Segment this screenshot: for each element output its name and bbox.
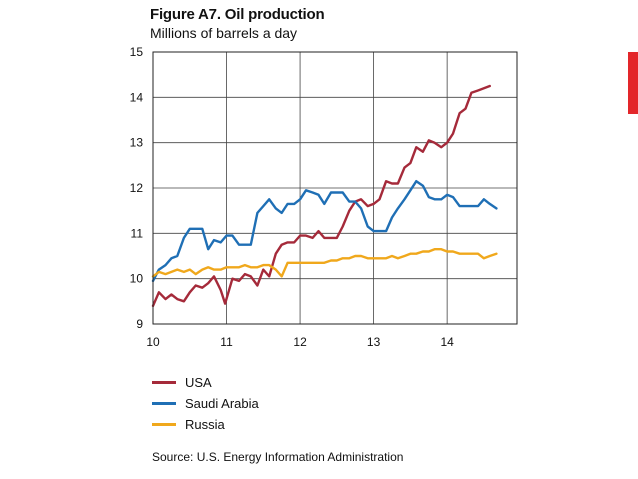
y-tick-label: 13 [130,136,144,150]
legend: USA Saudi Arabia Russia [152,372,259,435]
y-tick-label: 10 [130,272,144,286]
legend-label-usa: USA [185,375,212,390]
legend-item-saudi-arabia: Saudi Arabia [152,393,259,414]
x-tick-label: 14 [440,335,454,349]
legend-item-russia: Russia [152,414,259,435]
x-tick-label: 10 [146,335,160,349]
y-axis: 9 10 11 12 13 14 15 [130,45,144,331]
accent-bar [628,52,638,114]
chart-title: Figure A7. Oil production [150,6,325,23]
plot-frame [152,51,518,325]
legend-swatch-russia [152,423,176,426]
legend-swatch-saudi-arabia [152,402,176,405]
series-line-usa [151,84,491,308]
legend-swatch-usa [152,381,176,384]
chart-subtitle: Millions of barrels a day [150,25,298,41]
x-tick-label: 11 [220,335,233,349]
series-line-saudi-arabia [151,180,498,283]
y-tick-label: 12 [130,181,144,195]
legend-item-usa: USA [152,372,259,393]
y-tick-label: 9 [136,317,143,331]
y-tick-label: 11 [131,226,144,240]
y-tick-label: 14 [130,90,144,104]
y-tick-label: 15 [130,45,144,59]
x-tick-label: 13 [367,335,381,349]
source-note: Source: U.S. Energy Information Administ… [152,450,404,464]
series-line-russia [151,248,498,278]
x-axis: 10 11 12 13 14 [146,335,454,349]
legend-label-russia: Russia [185,417,225,432]
legend-label-saudi-arabia: Saudi Arabia [185,396,259,411]
x-tick-label: 12 [293,335,307,349]
series-group [151,84,498,308]
